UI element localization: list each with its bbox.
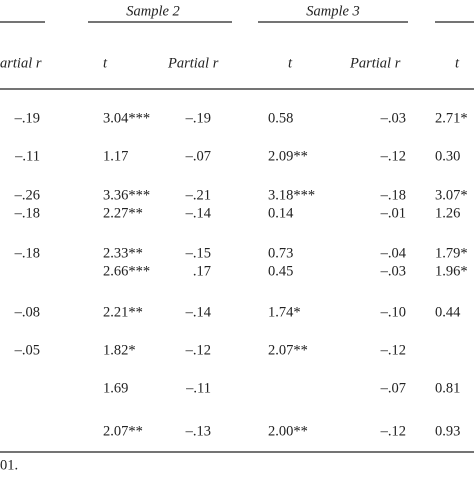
- cell: –.26: [14, 187, 40, 203]
- cell: –.14: [185, 304, 212, 320]
- cell: –.15: [185, 245, 211, 261]
- cell: 0.14: [268, 205, 294, 221]
- cell: 2.66***: [103, 263, 150, 279]
- cell: 0.93: [435, 423, 460, 439]
- cell: 0.45: [268, 263, 293, 279]
- column-header: Partial r: [349, 55, 401, 71]
- cell: 0.44: [435, 304, 461, 320]
- group-header: Sample 2: [126, 3, 180, 19]
- cell: –.10: [380, 304, 406, 320]
- cell: –.18: [14, 245, 40, 261]
- footnote: 01.: [0, 457, 18, 473]
- cell: 1.82*: [103, 342, 136, 358]
- group-header: Sample 3: [306, 3, 360, 19]
- cell: –.01: [380, 205, 406, 221]
- cell: 0.73: [268, 245, 293, 261]
- column-header: t: [288, 55, 293, 71]
- cell: 1.26: [435, 205, 460, 221]
- cell: –.11: [14, 148, 40, 164]
- cell: –.03: [380, 263, 406, 279]
- cell: 2.07**: [103, 423, 143, 439]
- cell: –.12: [380, 148, 406, 164]
- cell: 1.96*: [435, 263, 468, 279]
- cell: –.03: [380, 110, 406, 126]
- column-header: t: [455, 55, 460, 71]
- cell: –.07: [185, 148, 211, 164]
- cell: –.18: [380, 187, 406, 203]
- cell: 2.09**: [268, 148, 308, 164]
- cell: –.11: [185, 380, 211, 396]
- cell: 2.21**: [103, 304, 143, 320]
- column-header: t: [103, 55, 108, 71]
- cell: 3.36***: [103, 187, 150, 203]
- column-header: Partial r: [167, 55, 219, 71]
- cell: 1.17: [103, 148, 128, 164]
- cell: 1.79*: [435, 245, 468, 261]
- cell: –.14: [185, 205, 212, 221]
- cell: 3.18***: [268, 187, 315, 203]
- cell: 3.04***: [103, 110, 150, 126]
- cell: –.04: [380, 245, 407, 261]
- cell: 2.71*: [435, 110, 468, 126]
- cell: 2.07**: [268, 342, 308, 358]
- cell: –.08: [14, 304, 40, 320]
- cell: –.19: [185, 110, 211, 126]
- cell: –.12: [380, 342, 406, 358]
- cell: 2.33**: [103, 245, 143, 261]
- cell: –.13: [185, 423, 211, 439]
- cell: 2.00**: [268, 423, 308, 439]
- cell: 1.74*: [268, 304, 301, 320]
- column-header: artial r: [0, 55, 42, 71]
- cell: 0.81: [435, 380, 460, 396]
- cell: 0.30: [435, 148, 460, 164]
- cell: –.12: [380, 423, 406, 439]
- cell: –.07: [380, 380, 406, 396]
- cell: –.19: [14, 110, 40, 126]
- cell: –.12: [185, 342, 211, 358]
- cell: .17: [193, 263, 211, 279]
- cell: 1.69: [103, 380, 128, 396]
- cell: 3.07*: [435, 187, 468, 203]
- cell: –.21: [185, 187, 211, 203]
- cell: 2.27**: [103, 205, 143, 221]
- cell: 0.58: [268, 110, 293, 126]
- cell: –.18: [14, 205, 40, 221]
- cell: –.05: [14, 342, 40, 358]
